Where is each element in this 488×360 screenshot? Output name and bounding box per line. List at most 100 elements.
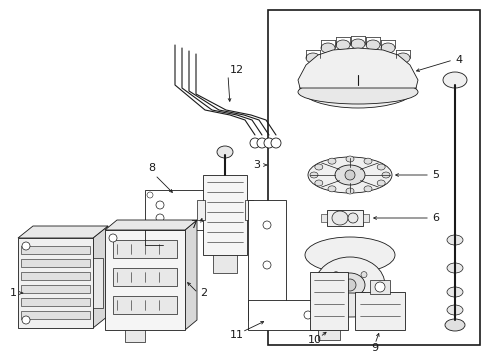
- Circle shape: [332, 271, 338, 278]
- Bar: [21, 298, 90, 306]
- Bar: [203, 175, 246, 255]
- Ellipse shape: [314, 180, 322, 186]
- Ellipse shape: [335, 40, 349, 50]
- Circle shape: [360, 271, 366, 278]
- Bar: [21, 259, 90, 267]
- Ellipse shape: [217, 146, 232, 158]
- Bar: [93, 258, 103, 308]
- Circle shape: [374, 282, 384, 292]
- Text: 5: 5: [431, 170, 438, 180]
- Circle shape: [249, 138, 260, 148]
- Circle shape: [343, 279, 355, 291]
- Circle shape: [264, 138, 273, 148]
- Ellipse shape: [446, 263, 462, 273]
- Text: 3: 3: [252, 160, 260, 170]
- Circle shape: [318, 282, 325, 288]
- Ellipse shape: [350, 39, 364, 49]
- Bar: [113, 296, 177, 314]
- Ellipse shape: [327, 186, 335, 192]
- Bar: [18, 238, 93, 328]
- Ellipse shape: [376, 180, 385, 186]
- Text: 11: 11: [229, 330, 244, 340]
- Ellipse shape: [331, 211, 347, 225]
- Bar: [369, 280, 389, 294]
- Text: 7: 7: [189, 220, 197, 230]
- Bar: [197, 200, 204, 220]
- Bar: [21, 272, 90, 280]
- Bar: [105, 230, 184, 330]
- Circle shape: [109, 234, 117, 242]
- Polygon shape: [93, 226, 108, 328]
- Bar: [267, 10, 479, 345]
- Ellipse shape: [307, 157, 391, 193]
- Bar: [317, 330, 339, 340]
- Bar: [21, 311, 90, 319]
- Text: 4: 4: [454, 55, 461, 65]
- Circle shape: [22, 242, 30, 250]
- Circle shape: [156, 214, 163, 222]
- Ellipse shape: [380, 43, 394, 53]
- Bar: [21, 246, 90, 254]
- Circle shape: [156, 201, 163, 209]
- Ellipse shape: [347, 213, 357, 223]
- Bar: [125, 330, 145, 342]
- Ellipse shape: [446, 235, 462, 245]
- Polygon shape: [297, 48, 417, 88]
- Ellipse shape: [442, 72, 466, 88]
- Bar: [354, 292, 404, 330]
- Ellipse shape: [446, 287, 462, 297]
- Text: 6: 6: [431, 213, 438, 223]
- Circle shape: [324, 311, 331, 319]
- Circle shape: [257, 138, 266, 148]
- Text: 10: 10: [307, 335, 321, 345]
- Bar: [326, 210, 362, 226]
- Circle shape: [332, 292, 338, 298]
- Ellipse shape: [320, 43, 334, 53]
- Circle shape: [270, 138, 281, 148]
- Polygon shape: [105, 220, 197, 230]
- Bar: [362, 214, 368, 222]
- Ellipse shape: [309, 293, 389, 317]
- Bar: [247, 200, 285, 320]
- Ellipse shape: [334, 165, 364, 185]
- Circle shape: [374, 282, 380, 288]
- Bar: [213, 255, 237, 273]
- Ellipse shape: [346, 67, 369, 83]
- Polygon shape: [18, 226, 108, 238]
- Ellipse shape: [314, 164, 322, 170]
- Ellipse shape: [305, 237, 394, 273]
- Bar: [113, 240, 177, 258]
- Bar: [113, 268, 177, 286]
- Circle shape: [304, 311, 311, 319]
- Circle shape: [360, 292, 366, 298]
- Ellipse shape: [376, 164, 385, 170]
- Circle shape: [147, 192, 153, 198]
- Circle shape: [345, 170, 354, 180]
- Bar: [320, 214, 326, 222]
- Text: 2: 2: [200, 288, 207, 298]
- Bar: [21, 285, 90, 293]
- Ellipse shape: [334, 273, 364, 297]
- Ellipse shape: [309, 172, 317, 178]
- Ellipse shape: [444, 319, 464, 331]
- Text: 1: 1: [10, 288, 17, 298]
- Text: 9: 9: [371, 343, 378, 353]
- Ellipse shape: [314, 257, 384, 313]
- Ellipse shape: [297, 80, 417, 104]
- Ellipse shape: [346, 188, 353, 194]
- Ellipse shape: [395, 53, 409, 63]
- Ellipse shape: [363, 186, 371, 192]
- Ellipse shape: [365, 40, 379, 50]
- Circle shape: [263, 221, 270, 229]
- Ellipse shape: [305, 53, 319, 63]
- Text: 8: 8: [148, 163, 155, 173]
- Bar: [145, 190, 215, 230]
- Ellipse shape: [363, 158, 371, 164]
- Circle shape: [147, 222, 153, 228]
- Bar: [247, 300, 337, 330]
- Ellipse shape: [327, 158, 335, 164]
- Circle shape: [22, 316, 30, 324]
- Polygon shape: [184, 220, 197, 330]
- Ellipse shape: [446, 305, 462, 315]
- Circle shape: [263, 261, 270, 269]
